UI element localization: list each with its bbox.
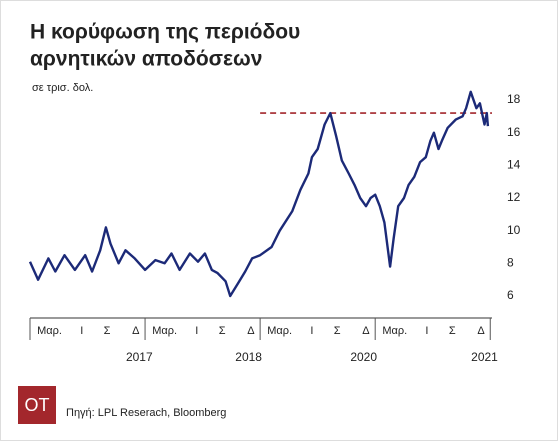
y-tick-label: 6 bbox=[507, 288, 514, 302]
x-tick-label: Σ bbox=[219, 325, 226, 337]
x-tick-label: Ι bbox=[80, 325, 83, 337]
year-label: 2020 bbox=[350, 350, 377, 364]
y-tick-label: 10 bbox=[507, 223, 521, 237]
y-tick-label: 16 bbox=[507, 125, 521, 139]
y-tick-label: 8 bbox=[507, 256, 514, 270]
x-tick-label: Ι bbox=[425, 325, 428, 337]
year-label: 2017 bbox=[126, 350, 153, 364]
logo-box bbox=[18, 386, 56, 424]
y-tick-label: 12 bbox=[507, 190, 521, 204]
x-tick-label: Σ bbox=[449, 325, 456, 337]
x-tick-label: Μαρ. bbox=[267, 325, 292, 337]
y-tick-label: 14 bbox=[507, 158, 521, 172]
x-tick-label: Δ bbox=[477, 325, 485, 337]
x-tick-label: Δ bbox=[362, 325, 370, 337]
x-tick-label: Σ bbox=[334, 325, 341, 337]
source: Πηγή: LPL Reserach, Bloomberg bbox=[66, 407, 226, 419]
x-tick-label: Μαρ. bbox=[37, 325, 62, 337]
data-line bbox=[28, 90, 490, 298]
chart-subtitle: σε τρισ. δολ. bbox=[32, 82, 93, 94]
year-label: 2018 bbox=[235, 350, 262, 364]
x-tick-label: Δ bbox=[247, 325, 255, 337]
x-tick-label: Ι bbox=[310, 325, 313, 337]
chart-title: αρνητικών αποδόσεων bbox=[30, 48, 262, 71]
x-tick-label: Δ bbox=[132, 325, 140, 337]
chart-title: Η κορύφωση της περιόδου bbox=[30, 21, 300, 44]
logo: ΟΤ bbox=[25, 395, 50, 415]
x-tick-label: Ι bbox=[195, 325, 198, 337]
x-tick-label: Μαρ. bbox=[152, 325, 177, 337]
x-tick-label: Σ bbox=[104, 325, 111, 337]
x-tick-label: Μαρ. bbox=[382, 325, 407, 337]
year-label: 2021 bbox=[471, 350, 498, 364]
y-tick-label: 18 bbox=[507, 92, 521, 106]
